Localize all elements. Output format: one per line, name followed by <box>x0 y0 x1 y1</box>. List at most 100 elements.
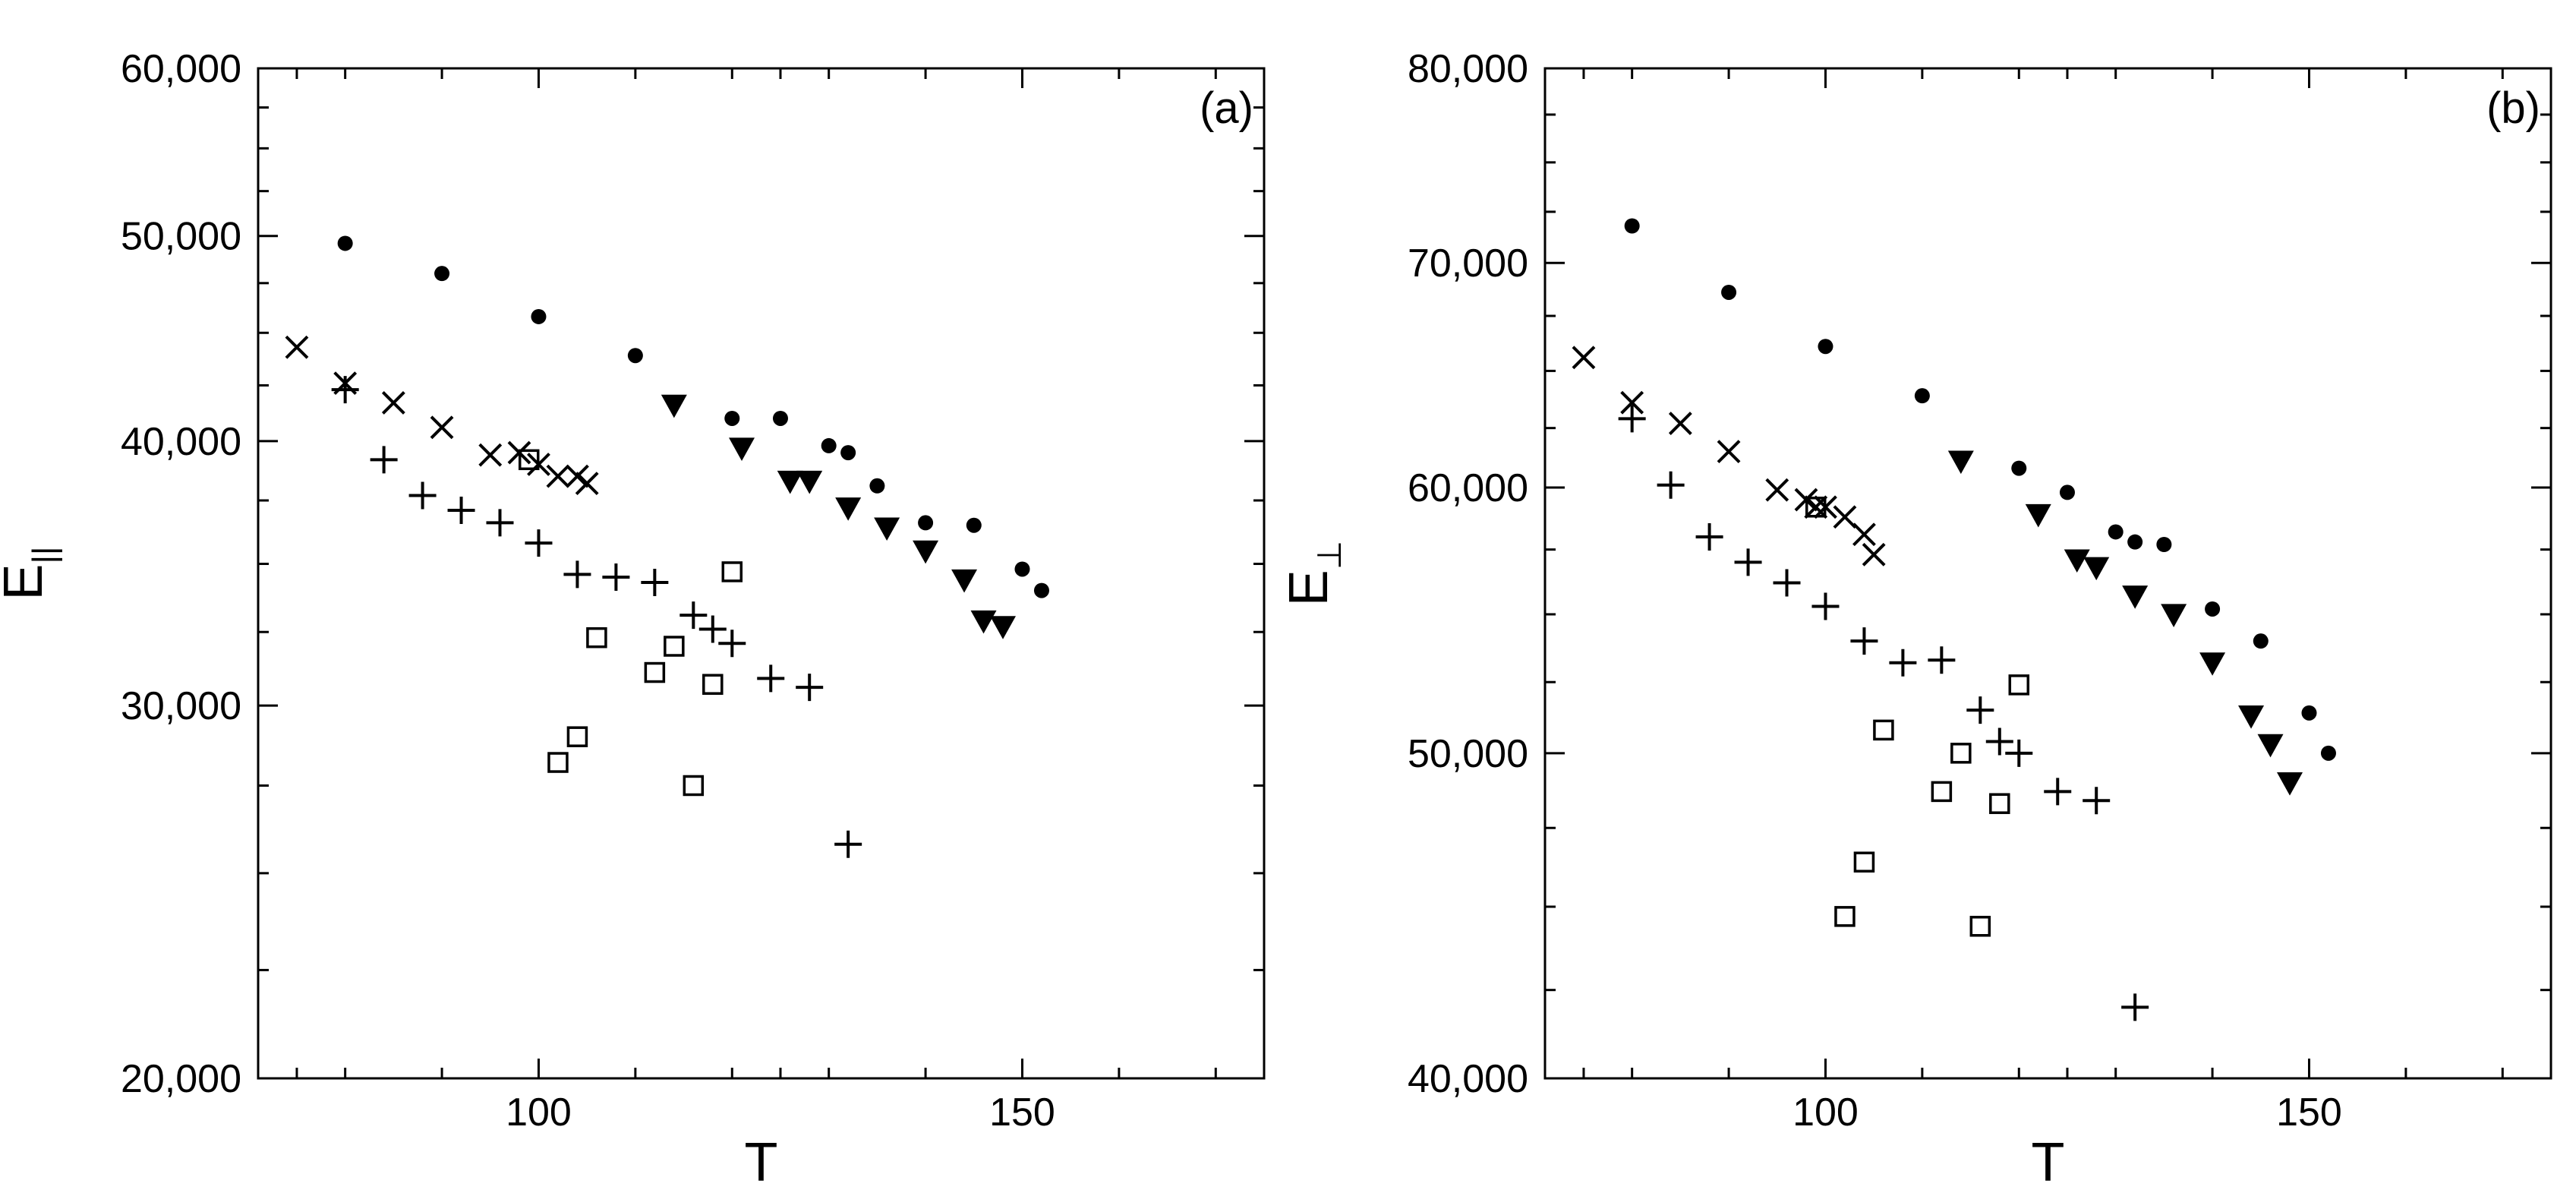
panel-a-circle-point <box>918 515 934 531</box>
panel-a-triangle-down-point <box>874 517 900 541</box>
panel-b-triangle-down-point <box>2122 585 2149 609</box>
panel-a-circle-point <box>821 437 837 453</box>
panel-b-circle-point <box>2320 745 2336 761</box>
panel-a-circle-point <box>724 410 740 426</box>
panel-a-plus-point <box>370 446 398 474</box>
panel-b-plus-point <box>1966 696 1994 724</box>
panel-b-triangle-down-point <box>2064 549 2090 573</box>
panel-b-square-point <box>2008 674 2030 696</box>
panel-b-x-point <box>1765 478 1789 502</box>
panel-b-triangle-down-point <box>2257 734 2284 758</box>
panel-a-square-point <box>586 626 607 649</box>
panel-b-circle-point <box>2253 633 2269 649</box>
panel-a-y-axis-title: E|| <box>0 547 63 601</box>
panel-b-series-x <box>1572 346 1886 567</box>
panel-b-x-tick-label: 150 <box>2276 1090 2342 1135</box>
panel-b-triangle-down-point <box>2025 503 2051 528</box>
panel-a-series-plus <box>331 376 862 858</box>
panel-a-square-point <box>547 752 569 773</box>
panel-b-plus-point <box>2044 778 2072 806</box>
panel-b-x-point <box>1852 522 1876 547</box>
panel-a-triangle-down-point <box>970 610 997 634</box>
panel-a-triangle-down-point <box>951 569 978 593</box>
panel-b-plus-point <box>1850 627 1878 655</box>
panel-b-y-tick-label: 60,000 <box>1408 466 1528 510</box>
panel-a-triangle-down-point <box>777 470 803 494</box>
panel-a-x-point <box>566 464 589 488</box>
panel-b-triangle-down-point <box>2238 705 2265 729</box>
panel-a-x-point <box>381 391 405 415</box>
panel-b-plus-point <box>2005 739 2033 767</box>
panel-a-plus-point <box>331 376 359 404</box>
panel-b-plus-point <box>1618 405 1646 433</box>
panel-a: 100 150 20,000 30,000 40,000 50,000 60,000 T E||… <box>0 47 1266 1193</box>
panel-a-plus-point <box>602 563 630 591</box>
panel-b-y-axis-title: E⊥ <box>1279 541 1348 606</box>
panel-a-x-axis-title: T <box>745 1132 778 1193</box>
panel-a-plus-point <box>796 674 824 702</box>
panel-b-circle-point <box>2301 705 2317 721</box>
panel-b-square-point <box>1989 793 2010 814</box>
panel-a-plus-point <box>563 560 591 589</box>
panel-a-y-tick-label: 50,000 <box>121 215 241 259</box>
panel-b-x-point <box>1804 495 1828 519</box>
panel-b-plus-point <box>1695 523 1723 551</box>
panel-b-series-square <box>1805 497 2030 937</box>
panel-b-square-point <box>1931 781 1953 803</box>
panel-b-square-point <box>1834 906 1856 927</box>
panel-b-x-point <box>1572 346 1596 370</box>
panel-b-y-tick-label: 40,000 <box>1408 1057 1528 1101</box>
panel-a-square-point <box>518 449 540 471</box>
panel-a-series-square <box>518 449 743 797</box>
panel-a-series-triangle-down <box>661 394 1017 639</box>
panel-a-square-point <box>644 661 666 683</box>
panel-b-plus-point <box>1928 646 1956 674</box>
panel-a-circle-point <box>772 410 788 426</box>
panel-a-plus-point <box>757 664 785 693</box>
panel-b-panel-label: (b) <box>2486 84 2540 133</box>
panel-a-circle-point <box>840 445 856 461</box>
panel-b-square-point <box>1805 497 1827 518</box>
panel-a-square-point <box>683 775 705 797</box>
panel-a-triangle-down-point <box>990 616 1017 639</box>
panel-a-triangle-down-point <box>835 497 862 521</box>
panel-b-x-point <box>1668 412 1692 435</box>
panel-b-plus-point <box>1811 592 1840 620</box>
panel-a-x-point <box>478 443 503 467</box>
panel-b-plus-point <box>1734 548 1762 576</box>
panel-b-circle-point <box>2127 534 2143 550</box>
panel-b-plus-point <box>1773 569 1801 597</box>
panel-a-plus-point <box>408 481 437 510</box>
panel-b-circle-point <box>2011 460 2027 476</box>
panel-b-circle-point <box>1624 218 1640 234</box>
panel-b: 100 150 40,000 50,000 60,000 70,000 80,000 T E⊥ (… <box>1279 47 2552 1193</box>
panel-b-x-point <box>1862 542 1886 567</box>
panel-b-triangle-down-point <box>2277 772 2303 796</box>
panel-a-circle-point <box>1014 561 1030 577</box>
panel-b-plus-point <box>2121 993 2149 1021</box>
panel-a-circle-point <box>966 517 982 533</box>
panel-a-plus-point <box>718 630 746 658</box>
panel-b-square-point <box>1873 719 1894 741</box>
panel-b-plot-frame <box>1543 67 2552 1080</box>
panel-a-y-tick-label: 20,000 <box>121 1057 241 1101</box>
panel-b-x-point <box>1833 505 1857 529</box>
panel-a-plus-point <box>641 568 669 596</box>
panel-a-square-point <box>721 561 743 582</box>
panel-a-plus-point <box>486 509 514 537</box>
panel-a-triangle-down-point <box>796 470 823 494</box>
panel-b-circle-point <box>2108 524 2124 540</box>
panel-a-y-tick-label: 40,000 <box>121 420 241 464</box>
panel-a-plus-point <box>679 601 708 630</box>
panel-b-triangle-down-point <box>2083 557 2110 581</box>
panel-b-square-point <box>1969 916 1991 937</box>
panel-b-plus-point <box>1985 727 2013 756</box>
panel-b-x-tick-label: 100 <box>1792 1090 1859 1135</box>
panel-b-circle-point <box>2059 484 2075 500</box>
panel-a-x-point <box>285 335 309 359</box>
panel-a-plus-point <box>834 830 862 858</box>
panel-a-circle-point <box>627 348 643 364</box>
panel-a-square-point <box>566 726 588 747</box>
panel-a-x-tick-label: 100 <box>506 1090 572 1135</box>
